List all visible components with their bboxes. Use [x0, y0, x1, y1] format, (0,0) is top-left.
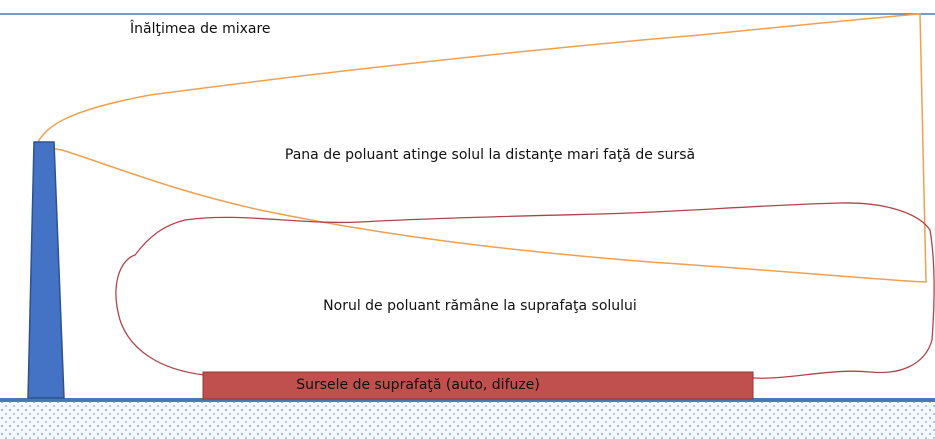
cloud-label: Norul de poluant rămâne la suprafaţa sol…: [323, 298, 637, 314]
ground: [0, 402, 935, 439]
plume-label: Pana de poluant atinge solul la distanţe…: [285, 147, 695, 163]
surface-source-label: Sursele de suprafaţă (auto, difuze): [296, 377, 540, 393]
chimney: [28, 142, 64, 398]
cloud-outline: [116, 203, 934, 378]
diagram: Înălţimea de mixare Pana de poluant atin…: [0, 0, 935, 439]
mixing-height-label: Înălţimea de mixare: [129, 19, 271, 37]
